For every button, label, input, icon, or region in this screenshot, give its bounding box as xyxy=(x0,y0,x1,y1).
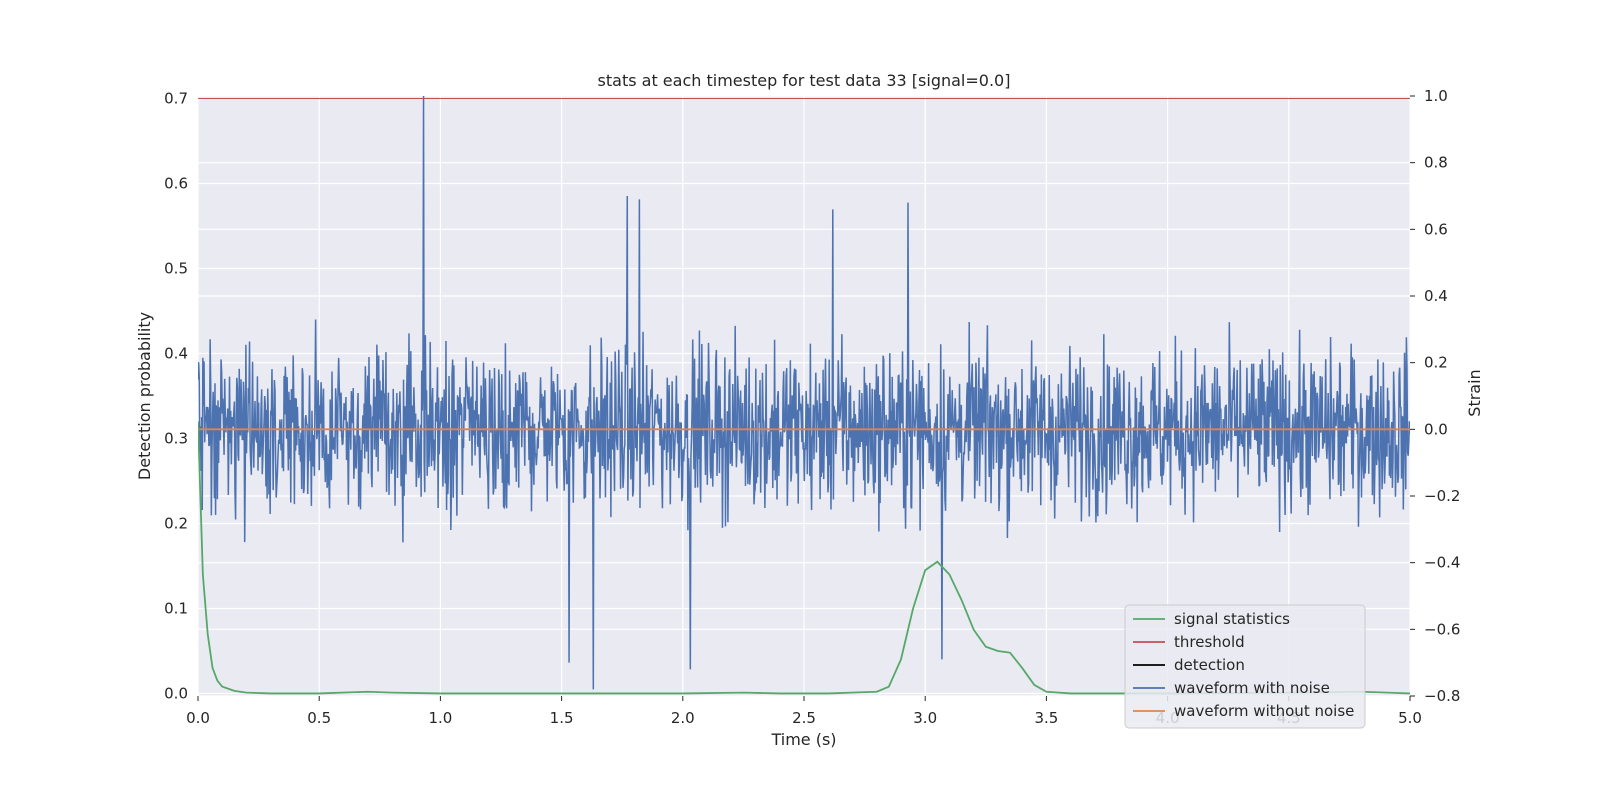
y-tick-label: 0.0 xyxy=(164,684,188,702)
x-tick-label: 3.5 xyxy=(1034,709,1058,727)
y-tick-label: 0.5 xyxy=(164,260,188,278)
series-waveform-with-noise xyxy=(198,96,1410,690)
y2-tick-label: 0.2 xyxy=(1424,354,1448,372)
x-tick-label: 5.0 xyxy=(1398,709,1422,727)
legend-box xyxy=(1124,604,1366,729)
y-tick-label: 0.3 xyxy=(164,429,188,447)
y-tick-label: 0.7 xyxy=(164,90,188,108)
y2-tick-label: 1.0 xyxy=(1424,87,1448,105)
legend-entry: waveform without noise xyxy=(1174,702,1354,720)
y2-tick-label: −0.4 xyxy=(1424,554,1460,572)
y2-tick-label: −0.2 xyxy=(1424,487,1460,505)
x-axis-label: Time (s) xyxy=(770,730,836,749)
y2-tick-label: 0.0 xyxy=(1424,420,1448,438)
chart-title: stats at each timestep for test data 33 … xyxy=(598,71,1011,90)
legend-entry: threshold xyxy=(1174,633,1245,651)
legend-entry: signal statistics xyxy=(1174,610,1290,628)
y2-tick-label: −0.6 xyxy=(1424,620,1460,638)
series-signal-statistics xyxy=(198,421,1410,695)
y-tick-label: 0.1 xyxy=(164,599,188,617)
y2-tick-label: 0.8 xyxy=(1424,154,1448,172)
x-tick-label: 0.0 xyxy=(186,709,210,727)
x-tick-label: 2.5 xyxy=(792,709,816,727)
y-tick-label: 0.2 xyxy=(164,514,188,532)
x-tick-label: 2.0 xyxy=(671,709,695,727)
y2-tick-label: 0.6 xyxy=(1424,220,1448,238)
y2-tick-label: 0.4 xyxy=(1424,287,1448,305)
axis-ticks: 0.00.51.01.52.02.53.03.54.04.55.00.00.10… xyxy=(164,87,1460,727)
x-tick-label: 0.5 xyxy=(307,709,331,727)
legend-entry: detection xyxy=(1174,656,1245,674)
series-layer xyxy=(198,96,1410,695)
y-tick-label: 0.6 xyxy=(164,175,188,193)
x-tick-label: 3.0 xyxy=(913,709,937,727)
legend-entry: waveform with noise xyxy=(1174,679,1330,697)
x-tick-label: 1.0 xyxy=(428,709,452,727)
y2-axis-label: Strain xyxy=(1465,369,1484,416)
y-axis-label: Detection probability xyxy=(135,312,154,480)
legend: signal statistics threshold detection wavef… xyxy=(1124,604,1366,729)
y2-tick-label: −0.8 xyxy=(1424,687,1460,705)
x-tick-label: 1.5 xyxy=(550,709,574,727)
y-tick-label: 0.4 xyxy=(164,345,188,363)
